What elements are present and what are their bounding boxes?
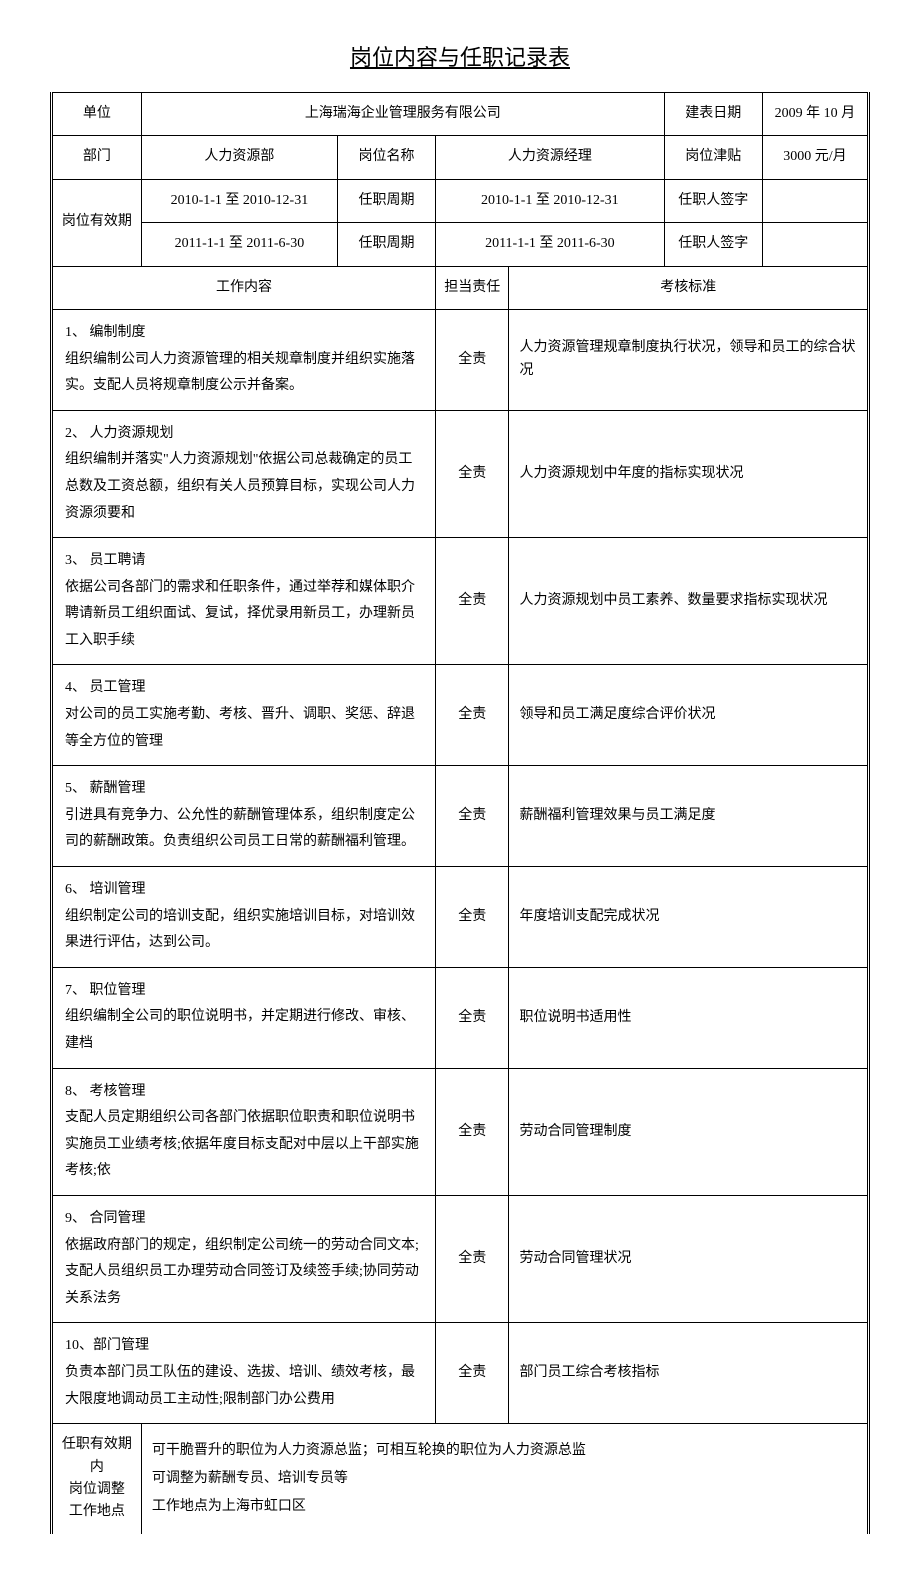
standard-cell: 人力资源规划中年度的指标实现状况 xyxy=(509,410,869,537)
period2-sign-value xyxy=(762,223,868,266)
table-row: 10、部门管理负责本部门员工队伍的建设、选拔、培训、绩效考核，最大限度地调动员工… xyxy=(52,1323,869,1424)
work-content-cell: 8、 考核管理支配人员定期组织公司各部门依据职位职责和职位说明书实施员工业绩考核… xyxy=(52,1068,436,1195)
col-standard: 考核标准 xyxy=(509,266,869,309)
standard-cell: 部门员工综合考核指标 xyxy=(509,1323,869,1424)
resp-cell: 全责 xyxy=(435,1068,509,1195)
footer-line-1: 可干脆晋升的职位为人力资源总监；可相互轮换的职位为人力资源总监 xyxy=(152,1437,857,1465)
standard-cell: 劳动合同管理状况 xyxy=(509,1195,869,1322)
period2-sign-label: 任职人签字 xyxy=(664,223,762,266)
footer-content: 可干脆晋升的职位为人力资源总监；可相互轮换的职位为人力资源总监 可调整为薪酬专员… xyxy=(141,1424,868,1534)
valid-period-label: 岗位有效期 xyxy=(52,179,142,266)
work-content-cell: 9、 合同管理依据政府部门的规定，组织制定公司统一的劳动合同文本;支配人员组织员… xyxy=(52,1195,436,1322)
footer-label-3: 工作地点 xyxy=(61,1501,133,1523)
standard-cell: 人力资源规划中员工素养、数量要求指标实现状况 xyxy=(509,538,869,665)
work-content-cell: 3、 员工聘请依据公司各部门的需求和任职条件，通过举荐和媒体职介聘请新员工组织面… xyxy=(52,538,436,665)
resp-cell: 全责 xyxy=(435,538,509,665)
unit-label: 单位 xyxy=(52,93,142,136)
period1-value: 2010-1-1 至 2010-12-31 xyxy=(141,179,337,222)
table-row: 7、 职位管理组织编制全公司的职位说明书，并定期进行修改、审核、建档 全责 职位… xyxy=(52,967,869,1068)
resp-cell: 全责 xyxy=(435,967,509,1068)
standard-cell: 薪酬福利管理效果与员工满足度 xyxy=(509,766,869,867)
footer-labels: 任职有效期内 岗位调整 工作地点 xyxy=(52,1424,142,1534)
col-responsibility: 担当责任 xyxy=(435,266,509,309)
table-row: 5、 薪酬管理引进具有竞争力、公允性的薪酬管理体系，组织制度定公司的薪酬政策。负… xyxy=(52,766,869,867)
resp-cell: 全责 xyxy=(435,766,509,867)
standard-cell: 人力资源管理规章制度执行状况，领导和员工的综合状况 xyxy=(509,309,869,410)
work-content-cell: 5、 薪酬管理引进具有竞争力、公允性的薪酬管理体系，组织制度定公司的薪酬政策。负… xyxy=(52,766,436,867)
position-name-label: 岗位名称 xyxy=(337,136,435,179)
standard-cell: 职位说明书适用性 xyxy=(509,967,869,1068)
table-row: 4、 员工管理对公司的员工实施考勤、考核、晋升、调职、奖惩、辞退等全方位的管理 … xyxy=(52,665,869,766)
work-content-cell: 6、 培训管理组织制定公司的培训支配，组织实施培训目标，对培训效果进行评估，达到… xyxy=(52,867,436,968)
create-date-value: 2009 年 10 月 xyxy=(762,93,868,136)
create-date-label: 建表日期 xyxy=(664,93,762,136)
resp-cell: 全责 xyxy=(435,1195,509,1322)
table-row: 6、 培训管理组织制定公司的培训支配，组织实施培训目标，对培训效果进行评估，达到… xyxy=(52,867,869,968)
work-content-cell: 2、 人力资源规划组织编制并落实"人力资源规划"依据公司总裁确定的员工总数及工资… xyxy=(52,410,436,537)
table-row: 9、 合同管理依据政府部门的规定，组织制定公司统一的劳动合同文本;支配人员组织员… xyxy=(52,1195,869,1322)
resp-cell: 全责 xyxy=(435,665,509,766)
record-table: 单位 上海瑞海企业管理服务有限公司 建表日期 2009 年 10 月 部门 人力… xyxy=(50,92,870,1534)
dept-value: 人力资源部 xyxy=(141,136,337,179)
resp-cell: 全责 xyxy=(435,309,509,410)
standard-cell: 年度培训支配完成状况 xyxy=(509,867,869,968)
table-row: 2、 人力资源规划组织编制并落实"人力资源规划"依据公司总裁确定的员工总数及工资… xyxy=(52,410,869,537)
table-row: 1、 编制制度组织编制公司人力资源管理的相关规章制度并组织实施落实。支配人员将规… xyxy=(52,309,869,410)
col-work-content: 工作内容 xyxy=(52,266,436,309)
work-content-cell: 7、 职位管理组织编制全公司的职位说明书，并定期进行修改、审核、建档 xyxy=(52,967,436,1068)
footer-label-1: 任职有效期内 xyxy=(61,1434,133,1479)
footer-line-2: 可调整为薪酬专员、培训专员等 xyxy=(152,1465,857,1493)
period1-cycle-value: 2010-1-1 至 2010-12-31 xyxy=(435,179,664,222)
allowance-value: 3000 元/月 xyxy=(762,136,868,179)
standard-cell: 劳动合同管理制度 xyxy=(509,1068,869,1195)
footer-line-3: 工作地点为上海市虹口区 xyxy=(152,1493,857,1521)
unit-value: 上海瑞海企业管理服务有限公司 xyxy=(141,93,664,136)
work-content-cell: 1、 编制制度组织编制公司人力资源管理的相关规章制度并组织实施落实。支配人员将规… xyxy=(52,309,436,410)
period2-cycle-value: 2011-1-1 至 2011-6-30 xyxy=(435,223,664,266)
dept-label: 部门 xyxy=(52,136,142,179)
standard-cell: 领导和员工满足度综合评价状况 xyxy=(509,665,869,766)
period2-cycle-label: 任职周期 xyxy=(337,223,435,266)
table-row: 8、 考核管理支配人员定期组织公司各部门依据职位职责和职位说明书实施员工业绩考核… xyxy=(52,1068,869,1195)
allowance-label: 岗位津贴 xyxy=(664,136,762,179)
page-title: 岗位内容与任职记录表 xyxy=(50,40,870,72)
period1-cycle-label: 任职周期 xyxy=(337,179,435,222)
footer-label-2: 岗位调整 xyxy=(61,1479,133,1501)
work-content-cell: 10、部门管理负责本部门员工队伍的建设、选拔、培训、绩效考核，最大限度地调动员工… xyxy=(52,1323,436,1424)
work-content-cell: 4、 员工管理对公司的员工实施考勤、考核、晋升、调职、奖惩、辞退等全方位的管理 xyxy=(52,665,436,766)
period2-value: 2011-1-1 至 2011-6-30 xyxy=(141,223,337,266)
table-row: 3、 员工聘请依据公司各部门的需求和任职条件，通过举荐和媒体职介聘请新员工组织面… xyxy=(52,538,869,665)
resp-cell: 全责 xyxy=(435,410,509,537)
position-name-value: 人力资源经理 xyxy=(435,136,664,179)
period1-sign-value xyxy=(762,179,868,222)
period1-sign-label: 任职人签字 xyxy=(664,179,762,222)
resp-cell: 全责 xyxy=(435,1323,509,1424)
resp-cell: 全责 xyxy=(435,867,509,968)
